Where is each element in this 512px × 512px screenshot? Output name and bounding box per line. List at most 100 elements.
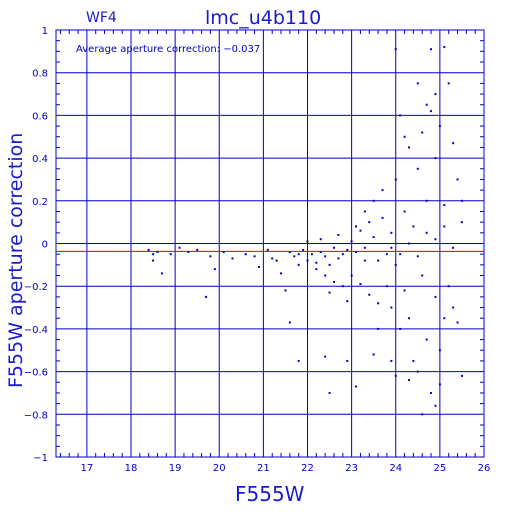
data-point [377, 302, 380, 305]
data-point [425, 199, 428, 202]
data-point [421, 131, 424, 134]
data-point [332, 280, 335, 283]
data-point [443, 46, 446, 49]
data-point [443, 317, 446, 320]
data-point [315, 261, 318, 264]
data-point [390, 231, 393, 234]
data-point [447, 285, 450, 288]
data-point [377, 259, 380, 262]
x-tick-label: 22 [301, 463, 314, 474]
data-point [390, 306, 393, 309]
data-point [244, 253, 247, 256]
y-tick-label: −1 [33, 453, 48, 464]
data-point [346, 300, 349, 303]
data-point [412, 359, 415, 362]
data-point [407, 242, 410, 245]
data-point [178, 246, 181, 249]
y-tick-label: 0.8 [32, 69, 48, 80]
data-point [407, 146, 410, 149]
data-point [430, 48, 433, 51]
data-point [456, 178, 459, 181]
data-point [372, 199, 375, 202]
data-point [368, 221, 371, 224]
data-point [297, 253, 300, 256]
data-point [302, 248, 305, 251]
data-point [460, 374, 463, 377]
data-point [372, 353, 375, 356]
data-point [443, 204, 446, 207]
data-point [346, 359, 349, 362]
data-point [434, 238, 437, 241]
data-point [355, 385, 358, 388]
data-point [306, 259, 309, 262]
data-point [385, 253, 388, 256]
data-point [350, 240, 353, 243]
data-point [363, 259, 366, 262]
data-point [328, 391, 331, 394]
data-point [394, 48, 397, 51]
data-point [381, 216, 384, 219]
data-point [341, 253, 344, 256]
data-point [363, 210, 366, 213]
data-point [310, 253, 313, 256]
data-point [319, 238, 322, 241]
data-point [363, 246, 366, 249]
y-tick-label: 0.4 [32, 154, 48, 165]
x-tick-label: 21 [257, 463, 270, 474]
y-tick-label: 0 [42, 240, 48, 251]
data-point [421, 274, 424, 277]
data-point [403, 135, 406, 138]
x-tick-label: 20 [213, 463, 226, 474]
data-point [196, 248, 199, 251]
data-point [222, 251, 225, 254]
data-point [385, 285, 388, 288]
data-point [152, 259, 155, 262]
data-point [460, 199, 463, 202]
data-point [390, 246, 393, 249]
data-point [355, 225, 358, 228]
data-point [368, 293, 371, 296]
data-point [390, 359, 393, 362]
data-point [460, 221, 463, 224]
data-point [350, 274, 353, 277]
data-point [438, 349, 441, 352]
data-point [324, 355, 327, 358]
data-point [346, 248, 349, 251]
data-point [332, 246, 335, 249]
data-point [209, 255, 212, 258]
chart-title: lmc_u4b110 [205, 7, 321, 29]
data-point [156, 251, 159, 254]
data-point [456, 321, 459, 324]
data-point [452, 142, 455, 145]
data-point [443, 225, 446, 228]
data-point [328, 263, 331, 266]
data-point [169, 253, 172, 256]
data-point [425, 103, 428, 106]
y-tick-label: 1 [42, 26, 48, 37]
data-point [394, 374, 397, 377]
data-point [359, 283, 362, 286]
data-point [288, 321, 291, 324]
data-point [416, 82, 419, 85]
data-point [160, 272, 163, 275]
x-tick-label: 26 [478, 463, 491, 474]
data-point [425, 231, 428, 234]
plot-border [55, 29, 485, 458]
data-point [213, 268, 216, 271]
x-tick-label: 25 [434, 463, 447, 474]
data-point [187, 251, 190, 254]
x-axis-label: F555W [235, 482, 305, 506]
data-point [412, 225, 415, 228]
y-tick-label: −0.8 [24, 410, 48, 421]
data-point [266, 248, 269, 251]
data-point [297, 263, 300, 266]
data-point [288, 251, 291, 254]
data-point [257, 265, 260, 268]
data-point [284, 289, 287, 292]
x-tick-label: 19 [169, 463, 182, 474]
data-point [337, 233, 340, 236]
data-point [337, 257, 340, 260]
data-point [399, 327, 402, 330]
data-point [152, 253, 155, 256]
